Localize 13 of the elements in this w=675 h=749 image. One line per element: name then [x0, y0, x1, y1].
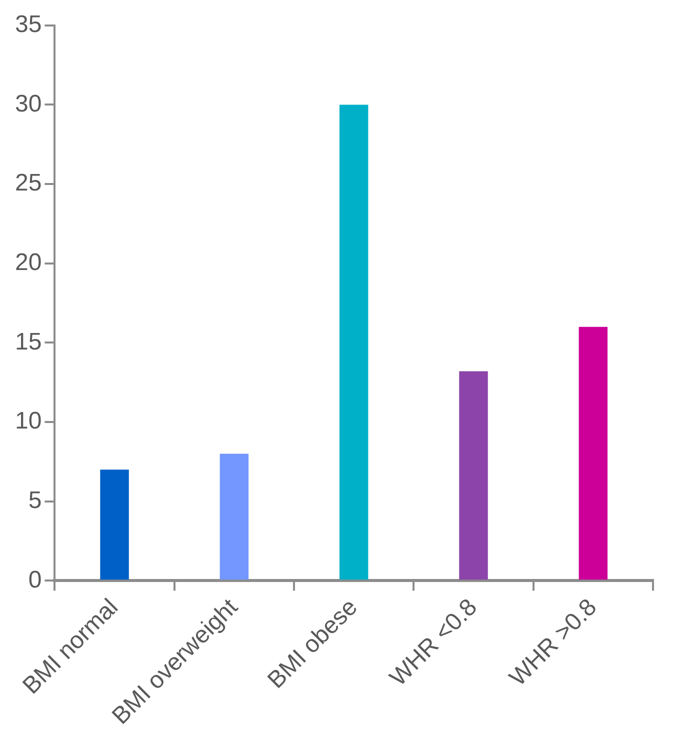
y-tick-label: 0 — [28, 566, 42, 594]
y-tick-label: 30 — [14, 90, 42, 118]
y-tick-label: 20 — [14, 249, 42, 276]
bar — [220, 454, 249, 580]
bar — [459, 371, 488, 580]
y-tick-label: 15 — [14, 328, 42, 356]
y-tick-label: 5 — [28, 486, 42, 514]
y-tick-label: 25 — [14, 170, 42, 197]
bar — [578, 326, 608, 580]
bar — [100, 470, 129, 580]
bar — [339, 104, 368, 580]
y-tick-label: 35 — [14, 11, 42, 38]
y-tick-label: 10 — [14, 408, 42, 435]
